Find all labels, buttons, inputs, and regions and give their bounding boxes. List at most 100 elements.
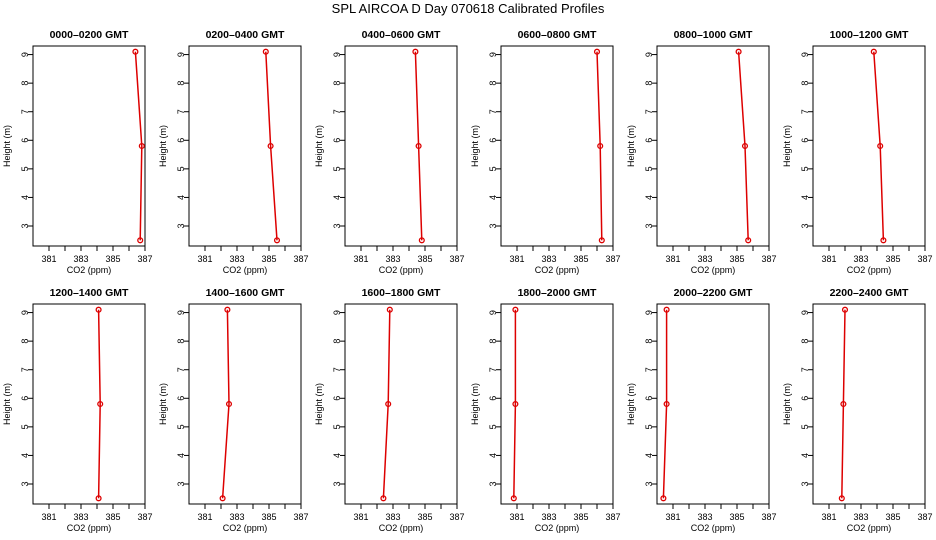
y-tick-label: 9 [488, 310, 498, 315]
y-axis-label: Height (m) [158, 383, 168, 425]
y-tick-label: 6 [800, 396, 810, 401]
panel-title: 2200–2400 GMT [830, 287, 909, 299]
data-point [841, 306, 849, 313]
profile-line [662, 309, 668, 499]
y-tick-label: 7 [800, 367, 810, 372]
y-tick-label: 7 [644, 109, 654, 114]
plot-frame [344, 303, 458, 505]
y-axis-label: Height (m) [2, 383, 12, 425]
panel-title: 0600–0800 GMT [518, 29, 597, 41]
data-point [267, 142, 274, 150]
x-axis-label: CO2 (ppm) [67, 523, 112, 533]
x-axis-label: CO2 (ppm) [67, 265, 112, 275]
data-point [870, 48, 877, 55]
x-axis-label: CO2 (ppm) [379, 265, 424, 275]
y-tick-label: 5 [176, 166, 186, 171]
y-tick-label: 6 [332, 396, 342, 401]
y-axis-label: Height (m) [470, 125, 480, 167]
x-tick-label: 385 [417, 254, 432, 264]
y-tick-label: 5 [332, 424, 342, 429]
plot-frame [32, 45, 146, 247]
profile-line [841, 309, 846, 499]
plot-frame [812, 303, 926, 505]
x-tick-label: 381 [821, 512, 836, 522]
x-tick-label: 381 [821, 254, 836, 264]
profile-line [513, 309, 517, 499]
y-tick-label: 9 [800, 52, 810, 57]
y-tick-label: 9 [176, 52, 186, 57]
y-tick-label: 5 [20, 424, 30, 429]
y-tick-label: 9 [644, 310, 654, 315]
y-tick-label: 9 [332, 52, 342, 57]
y-tick-label: 6 [332, 138, 342, 143]
x-tick-label: 387 [605, 512, 620, 522]
panel-title: 0200–0400 GMT [206, 29, 285, 41]
profile-panel-1: 0000–0200 GMT 381 383 385 387 3 4 5 6 7 8 9 CO2 (ppm… [2, 29, 153, 275]
x-tick-label: 387 [293, 512, 308, 522]
y-tick-label: 9 [332, 310, 342, 315]
x-tick-label: 381 [509, 254, 524, 264]
y-tick-label: 8 [332, 339, 342, 344]
y-axis-label: Height (m) [782, 125, 792, 167]
y-tick-label: 8 [644, 81, 654, 86]
y-tick-label: 7 [488, 367, 498, 372]
y-tick-label: 3 [800, 223, 810, 228]
y-tick-label: 3 [20, 481, 30, 486]
x-tick-label: 381 [509, 512, 524, 522]
y-tick-label: 7 [644, 367, 654, 372]
x-tick-label: 381 [665, 512, 680, 522]
y-tick-label: 6 [20, 138, 30, 143]
x-axis-label: CO2 (ppm) [847, 523, 892, 533]
profile-line [97, 309, 101, 499]
plot-frame [344, 45, 458, 247]
x-tick-label: 387 [917, 254, 932, 264]
y-tick-label: 9 [644, 52, 654, 57]
data-point [415, 142, 422, 150]
y-tick-label: 7 [20, 367, 30, 372]
profile-panel-5: 0800–1000 GMT 381 383 385 387 3 4 5 6 7 8 9 CO2 (ppm… [626, 29, 777, 275]
y-tick-label: 4 [644, 453, 654, 458]
panel-title: 1000–1200 GMT [830, 29, 909, 41]
x-tick-label: 383 [73, 512, 88, 522]
x-tick-label: 385 [573, 254, 588, 264]
x-axis-label: CO2 (ppm) [535, 523, 580, 533]
data-point [418, 237, 425, 244]
x-tick-label: 383 [853, 254, 868, 264]
y-tick-label: 5 [644, 166, 654, 171]
data-point [512, 400, 519, 408]
profile-panel-11: 2000–2200 GMT 381 383 385 387 3 4 5 6 7 8 9 CO2 (ppm… [626, 287, 777, 533]
y-tick-label: 6 [800, 138, 810, 143]
x-tick-label: 383 [385, 254, 400, 264]
y-tick-label: 3 [488, 481, 498, 486]
y-tick-label: 5 [800, 424, 810, 429]
y-tick-label: 3 [332, 223, 342, 228]
profile-line [873, 51, 885, 241]
x-tick-label: 385 [885, 254, 900, 264]
data-point [380, 495, 387, 502]
panel-title: 0800–1000 GMT [674, 29, 753, 41]
y-tick-label: 5 [488, 166, 498, 171]
data-point [412, 48, 419, 55]
y-tick-label: 8 [488, 81, 498, 86]
y-tick-label: 6 [20, 396, 30, 401]
profile-line [134, 51, 143, 241]
data-point [663, 306, 670, 313]
x-tick-label: 385 [417, 512, 432, 522]
x-tick-label: 387 [917, 512, 932, 522]
y-tick-label: 3 [176, 481, 186, 486]
x-tick-label: 385 [261, 512, 276, 522]
x-tick-label: 387 [605, 254, 620, 264]
y-tick-label: 5 [644, 424, 654, 429]
panel-title: 2000–2200 GMT [674, 287, 753, 299]
x-axis-label: CO2 (ppm) [847, 265, 892, 275]
panel-title: 1600–1800 GMT [362, 287, 441, 299]
profile-panel-7: 1200–1400 GMT 381 383 385 387 3 4 5 6 7 8 9 CO2 (ppm… [2, 287, 153, 533]
y-tick-label: 7 [20, 109, 30, 114]
y-tick-label: 4 [332, 453, 342, 458]
y-tick-label: 4 [488, 195, 498, 200]
y-tick-label: 8 [488, 339, 498, 344]
data-point [219, 495, 226, 502]
y-tick-label: 7 [332, 109, 342, 114]
x-tick-label: 385 [729, 512, 744, 522]
data-point [138, 142, 145, 150]
